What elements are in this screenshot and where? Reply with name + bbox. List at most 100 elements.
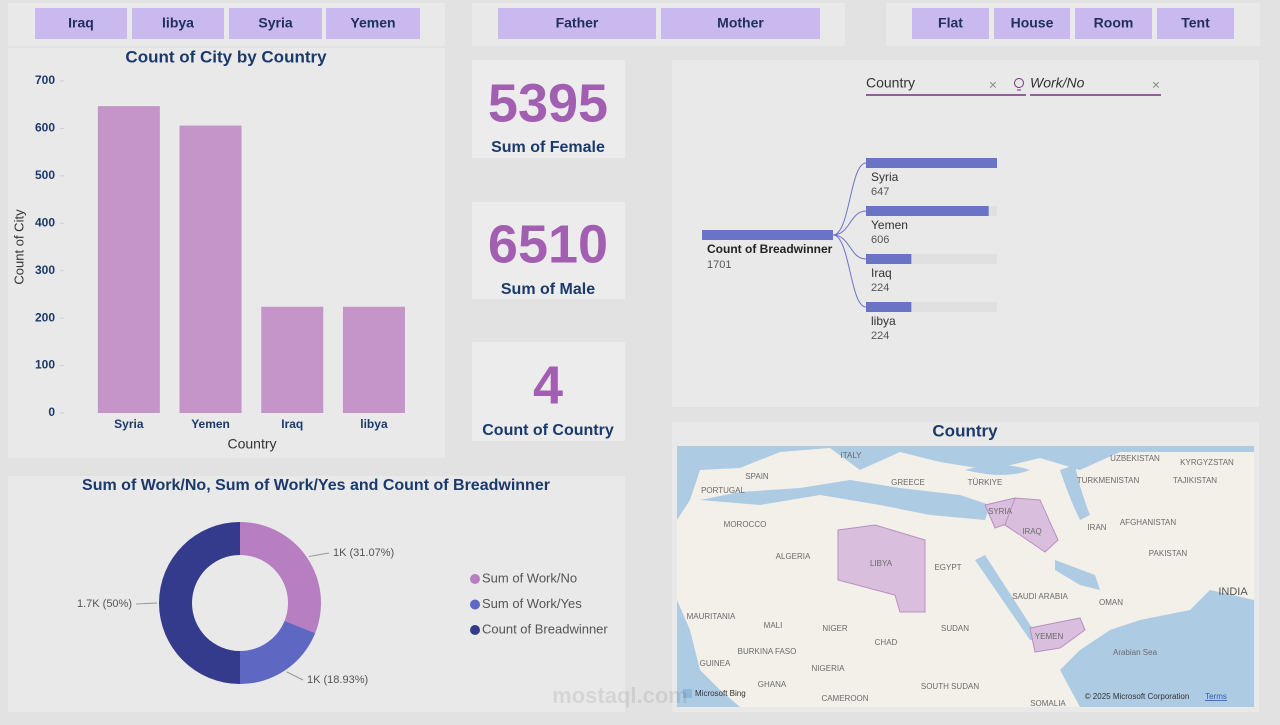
chart-title: Sum of Work/No, Sum of Work/Yes and Coun… xyxy=(82,477,550,494)
slicer-label: Tent xyxy=(1181,15,1210,31)
map-sea xyxy=(1060,590,1254,707)
donut-slice xyxy=(240,522,321,634)
card-value: 5395 xyxy=(488,73,608,133)
map-label: SYRIA xyxy=(988,507,1013,516)
root-label: Count of Breadwinner xyxy=(707,242,833,256)
remove-field[interactable]: × xyxy=(989,77,997,93)
slicer-label: Mother xyxy=(717,15,764,31)
map-label: MOROCCO xyxy=(724,520,767,529)
watermark: mostaql.com xyxy=(552,683,688,708)
map-label: PORTUGAL xyxy=(701,486,745,495)
map-label: PAKISTAN xyxy=(1149,549,1188,558)
map-label: Arabian Sea xyxy=(1113,648,1158,657)
tree-value: 647 xyxy=(871,186,889,198)
map-label: EGYPT xyxy=(934,563,961,572)
slicer-label: Flat xyxy=(938,15,963,31)
slicer-button[interactable]: House xyxy=(994,8,1070,39)
card-label: Sum of Female xyxy=(491,139,605,156)
map-sea xyxy=(677,600,740,707)
remove-field[interactable]: × xyxy=(1152,77,1160,93)
tree-bar xyxy=(866,254,912,264)
slicer-label: Iraq xyxy=(68,15,94,31)
map-label: OMAN xyxy=(1099,598,1123,607)
slicer-button[interactable]: libya xyxy=(132,8,224,39)
slicer-button-bg xyxy=(1075,8,1152,39)
slicer-button[interactable]: Iraq xyxy=(35,8,127,39)
slicer-button[interactable]: Mother xyxy=(661,8,820,39)
map-label: GHANA xyxy=(758,680,787,689)
slicer-button-bg xyxy=(661,8,820,39)
map-sea xyxy=(700,480,990,520)
tree-bar xyxy=(866,302,912,312)
slicer-label: libya xyxy=(162,15,194,31)
map-provider: Microsoft Bing xyxy=(695,689,746,698)
x-tick-label: libya xyxy=(360,417,388,431)
map-highlight xyxy=(837,524,926,613)
tree-category: libya xyxy=(871,314,896,328)
leader-line xyxy=(135,602,158,605)
map-sea xyxy=(975,555,1040,640)
content: Iraq libya Syria Yemen Father Mother Flat House… xyxy=(11,8,1248,708)
bar xyxy=(261,306,324,413)
data-label: 1.7K (50%) xyxy=(77,598,132,610)
slicer-label: Yemen xyxy=(350,15,395,31)
map-label: CAMEROON xyxy=(821,694,868,703)
map-label: TAJIKISTAN xyxy=(1173,476,1217,485)
map-label: GUINEA xyxy=(700,659,731,668)
map-sea xyxy=(1055,560,1100,590)
tree-category: Yemen xyxy=(871,218,908,232)
y-tick-label: 500 xyxy=(35,168,55,182)
tree-bar xyxy=(866,158,997,168)
map-label: SOMALIA xyxy=(1030,699,1066,708)
tree-field: Work/No xyxy=(1030,75,1085,91)
y-axis-label: Count of City xyxy=(11,209,26,285)
tree-value: 224 xyxy=(871,330,889,342)
tree-link xyxy=(832,234,867,308)
map-label: UZBEKISTAN xyxy=(1110,454,1160,463)
card-label: Count of Country xyxy=(482,422,614,439)
map-copyright: © 2025 Microsoft Corporation xyxy=(1085,692,1190,701)
slicer-button[interactable]: Room xyxy=(1075,8,1152,39)
map-sea xyxy=(965,465,1030,475)
legend-label: Count of Breadwinner xyxy=(482,621,608,636)
map-label: GREECE xyxy=(891,478,925,487)
tree-link xyxy=(832,162,867,236)
slicer-button[interactable]: Flat xyxy=(912,8,989,39)
legend-marker xyxy=(470,599,480,610)
tree-field: Country xyxy=(866,75,915,91)
slicer-button[interactable]: Syria xyxy=(229,8,322,39)
bar xyxy=(179,125,242,413)
card-label: Sum of Male xyxy=(501,281,595,298)
map-label: SAUDI ARABIA xyxy=(1012,592,1068,601)
slicer-button-bg xyxy=(994,8,1070,39)
map-highlight xyxy=(1029,617,1086,653)
card-panel xyxy=(472,60,625,158)
map-sea xyxy=(677,446,1254,520)
card-panel xyxy=(472,202,625,299)
card-panel xyxy=(472,342,625,441)
map-highlight xyxy=(1004,497,1059,553)
slicer-button-bg xyxy=(132,8,224,39)
map-label: TÜRKIYE xyxy=(968,478,1003,487)
terms-link[interactable]: Terms xyxy=(1205,692,1227,701)
bar-track xyxy=(866,254,997,264)
y-tick-label: 200 xyxy=(35,310,55,324)
x-tick-label: Syria xyxy=(114,417,144,431)
slicer-button[interactable]: Tent xyxy=(1157,8,1234,39)
slicer-button[interactable]: Yemen xyxy=(326,8,420,39)
map-label: ALGERIA xyxy=(776,552,811,561)
y-tick-label: 300 xyxy=(35,263,55,277)
donut-slice xyxy=(240,620,316,684)
chart-title: Count of City by Country xyxy=(125,47,327,66)
root-bar xyxy=(702,230,833,240)
slicer-label: Room xyxy=(1094,15,1134,31)
tree-link xyxy=(832,210,867,236)
slicer-label: Syria xyxy=(258,15,292,31)
slicer-button[interactable]: Father xyxy=(498,8,656,39)
x-tick-label: Yemen xyxy=(191,417,230,431)
bar-track xyxy=(866,302,997,312)
donut-slice xyxy=(159,522,240,684)
card-value: 6510 xyxy=(488,214,608,274)
legend-label: Sum of Work/No xyxy=(482,570,577,585)
